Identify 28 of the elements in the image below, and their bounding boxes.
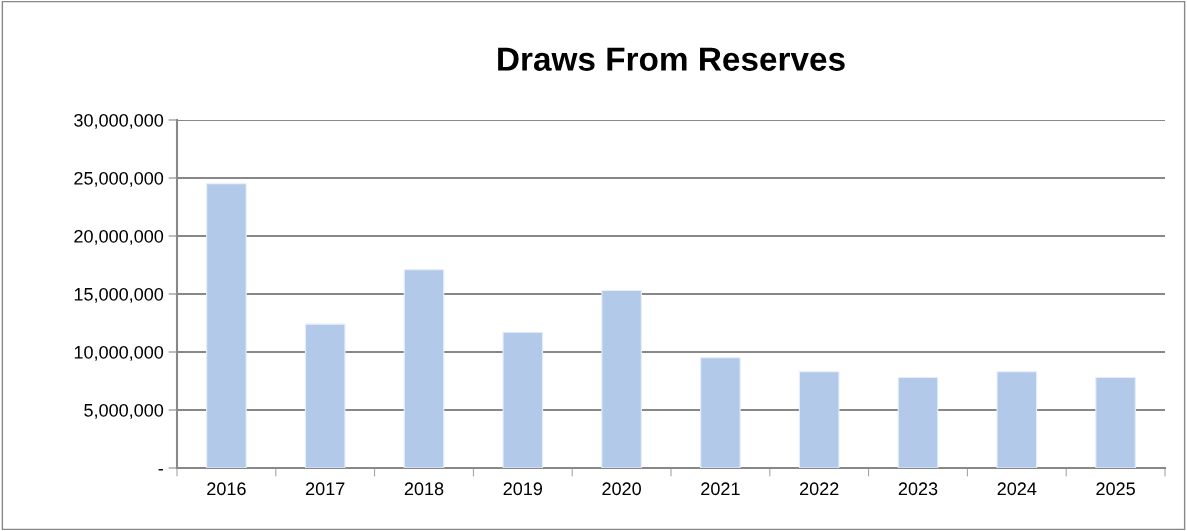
bar — [502, 331, 544, 468]
bar — [403, 269, 445, 468]
bar — [601, 289, 642, 468]
x-tick-label: 2025 — [1096, 482, 1135, 496]
bar — [897, 376, 939, 468]
y-tick-label: 5,000,000 — [84, 403, 164, 419]
y-tick-label: 20,000,000 — [74, 229, 164, 245]
bar — [700, 357, 741, 468]
bar — [1095, 376, 1136, 468]
x-tick-label: 2023 — [898, 482, 938, 496]
x-tick-label: 2016 — [207, 482, 246, 496]
bar — [996, 371, 1038, 468]
y-tick-label: 30,000,000 — [74, 113, 164, 129]
bar — [304, 323, 346, 468]
y-tick-label: 10,000,000 — [74, 345, 164, 361]
x-tick-label: 2018 — [404, 482, 444, 496]
bar — [798, 371, 840, 468]
x-tick-label: 2021 — [701, 482, 740, 496]
y-tick-label: 25,000,000 — [74, 171, 164, 187]
x-tick-label: 2024 — [997, 482, 1037, 496]
chart-title: Draws From Reserves — [498, 47, 845, 71]
x-tick-label: 2020 — [602, 482, 641, 496]
x-tick-label: 2019 — [503, 482, 543, 496]
x-tick-label: 2022 — [800, 482, 839, 496]
x-tick-label: 2017 — [306, 482, 345, 496]
y-tick-label: - — [158, 469, 163, 471]
bar — [206, 183, 247, 468]
y-tick-label: 15,000,000 — [74, 287, 164, 303]
